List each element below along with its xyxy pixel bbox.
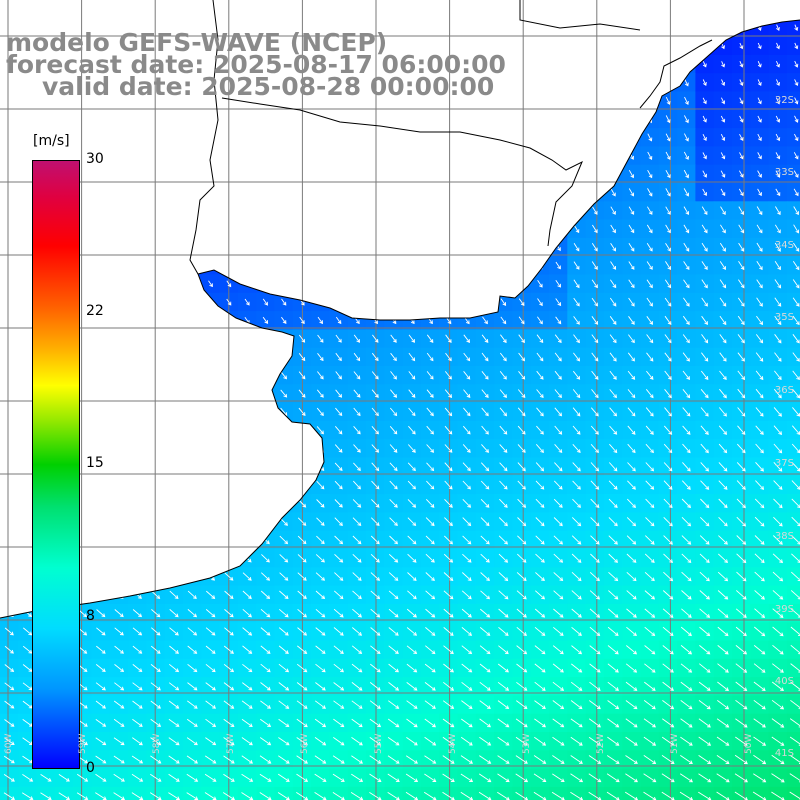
country-borders <box>189 0 713 275</box>
lat-label: 36S <box>774 385 794 396</box>
forecast-date: forecast date: 2025-08-17 06:00:00 <box>6 50 506 79</box>
colorbar-tick-22: 22 <box>86 303 104 319</box>
lon-label: 58W <box>152 733 162 754</box>
coastline <box>0 19 800 619</box>
lat-label: 40S <box>774 676 794 687</box>
lat-label: 35S <box>774 312 794 323</box>
colorbar-tick-15: 15 <box>86 455 104 471</box>
lon-label: 53W <box>522 733 532 754</box>
lat-label: 41S <box>774 748 794 759</box>
lat-label: 39S <box>774 604 794 615</box>
model-title: modelo GEFS-WAVE (NCEP) <box>6 28 388 57</box>
lat-label: 32S <box>774 95 794 106</box>
lon-label: 51W <box>670 733 680 754</box>
colorbar-tick-8: 8 <box>86 608 95 624</box>
colorbar-unit: [m/s] <box>33 133 70 149</box>
lat-label: 37S <box>774 458 794 469</box>
valid-date: valid date: 2025-08-28 00:00:00 <box>42 72 495 101</box>
colorbar-tick-0: 0 <box>86 760 95 776</box>
lon-label: 56W <box>300 733 310 754</box>
lat-label: 33S <box>774 167 794 178</box>
lon-label: 55W <box>374 733 384 754</box>
lon-label: 59W <box>78 733 88 754</box>
colorbar-tick-30: 30 <box>86 151 104 167</box>
lat-label: 34S <box>774 240 794 251</box>
lon-label: 52W <box>596 733 606 754</box>
lon-label: 50W <box>744 733 754 754</box>
lon-label: 57W <box>226 733 236 754</box>
lon-label: 54W <box>448 733 458 754</box>
colorbar <box>32 160 80 769</box>
lat-label: 38S <box>774 531 794 542</box>
lon-label: 60W <box>4 733 14 754</box>
